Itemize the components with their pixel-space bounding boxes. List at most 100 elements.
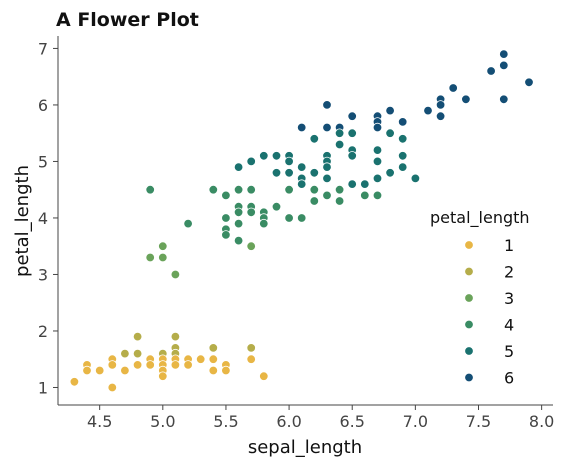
data-point — [259, 371, 269, 381]
x-tick-label: 5.5 — [213, 412, 238, 431]
data-point — [448, 83, 458, 93]
data-point — [347, 128, 357, 138]
data-point — [297, 213, 307, 223]
x-tick-label: 8.0 — [529, 412, 554, 431]
legend: petal_length 1 2 3 4 5 6 — [430, 208, 530, 388]
data-point — [297, 179, 307, 189]
legend-marker — [464, 372, 474, 383]
data-point — [94, 365, 105, 376]
data-point — [423, 105, 433, 116]
data-point — [246, 207, 256, 218]
data-point — [284, 213, 294, 223]
x-tick-label: 6.0 — [276, 412, 301, 431]
data-point — [461, 94, 471, 105]
data-point — [183, 218, 193, 229]
legend-label: 1 — [504, 236, 514, 255]
data-point — [347, 179, 357, 189]
data-point — [221, 230, 231, 240]
data-point — [233, 184, 244, 195]
data-point — [233, 207, 244, 218]
legend-marker — [464, 346, 474, 356]
legend-title: petal_length — [430, 208, 530, 228]
data-point — [284, 156, 294, 167]
data-point — [107, 360, 118, 370]
data-point — [208, 343, 219, 353]
data-point — [233, 162, 244, 172]
x-ticks: 4.5 5.0 5.5 6.0 6.5 7.0 7.5 8.0 — [87, 405, 554, 431]
data-point — [170, 331, 181, 342]
y-tick-label: 2 — [38, 322, 48, 341]
data-point — [259, 151, 269, 161]
data-point — [398, 117, 408, 127]
data-point — [372, 156, 383, 167]
legend-label: 3 — [504, 289, 514, 308]
y-tick-label: 1 — [38, 378, 48, 397]
data-point — [246, 354, 256, 364]
legend-label: 5 — [504, 342, 514, 361]
y-tick-label: 6 — [38, 96, 48, 115]
data-point — [372, 122, 383, 133]
y-tick-label: 3 — [38, 265, 48, 284]
data-point — [158, 241, 168, 251]
data-point — [170, 269, 181, 280]
data-point — [246, 156, 256, 167]
data-point — [410, 173, 421, 184]
x-tick-label: 6.5 — [339, 412, 364, 431]
y-ticks: 1 2 3 4 5 6 7 — [38, 39, 58, 397]
x-tick-label: 7.0 — [403, 412, 428, 431]
data-point — [271, 168, 282, 178]
chart-title: A Flower Plot — [56, 9, 199, 31]
data-point — [208, 184, 219, 195]
data-point — [271, 201, 282, 212]
data-point — [158, 371, 168, 381]
data-point — [183, 360, 193, 370]
points-layer — [69, 49, 534, 393]
data-point — [221, 365, 231, 376]
data-point — [435, 100, 446, 110]
data-point — [246, 184, 256, 195]
data-point — [246, 241, 256, 251]
data-point — [435, 111, 446, 121]
data-point — [398, 162, 408, 172]
data-point — [309, 184, 320, 195]
x-tick-label: 5.0 — [150, 412, 175, 431]
data-point — [259, 218, 269, 229]
data-point — [297, 122, 307, 133]
y-tick-label: 4 — [38, 209, 48, 228]
data-point — [132, 331, 143, 342]
legend-marker — [464, 293, 474, 303]
data-point — [120, 365, 130, 376]
legend-marker — [464, 266, 474, 277]
data-point — [145, 360, 155, 370]
data-point — [398, 151, 408, 161]
data-point — [246, 343, 256, 353]
data-point — [132, 360, 143, 370]
data-point — [322, 122, 332, 133]
legend-marker — [464, 319, 474, 330]
data-point — [347, 151, 357, 161]
legend-label: 6 — [504, 369, 514, 388]
data-point — [208, 365, 219, 376]
data-point — [524, 77, 534, 88]
data-point — [372, 173, 383, 184]
data-point — [334, 128, 345, 138]
data-point — [271, 151, 282, 161]
data-point — [499, 94, 509, 105]
x-tick-label: 7.5 — [466, 412, 491, 431]
data-point — [322, 162, 332, 172]
data-point — [221, 213, 231, 223]
data-point — [360, 179, 370, 189]
data-point — [372, 190, 383, 201]
data-point — [309, 196, 320, 206]
data-point — [82, 365, 92, 376]
data-point — [233, 235, 244, 246]
data-point — [107, 382, 118, 393]
data-point — [347, 111, 357, 121]
data-point — [398, 134, 408, 144]
data-point — [322, 173, 332, 184]
data-point — [360, 190, 370, 201]
data-point — [158, 252, 168, 263]
data-point — [334, 184, 345, 195]
data-point — [221, 190, 231, 201]
y-tick-label: 5 — [38, 152, 48, 171]
